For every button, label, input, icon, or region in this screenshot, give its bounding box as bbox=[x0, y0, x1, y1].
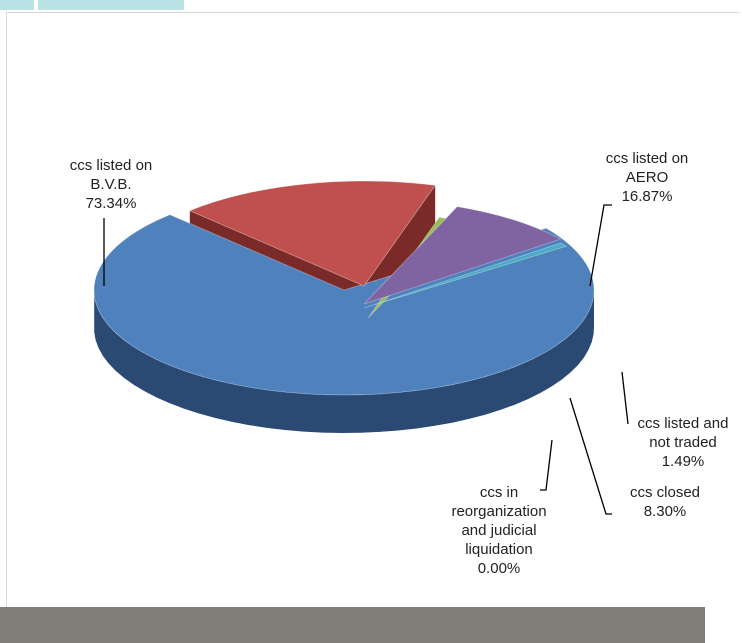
leader-lines bbox=[103, 204, 629, 515]
slice-label-aero: ccs listed on AERO 16.87% bbox=[605, 150, 689, 205]
slice-label-reorganization: ccs in reorganization and judicial liqui… bbox=[451, 484, 547, 577]
chart-frame bbox=[6, 12, 740, 608]
pie-rim-bvb bbox=[94, 288, 594, 433]
slice-label-closed: ccs closed 8.30% bbox=[629, 484, 701, 520]
leader-line-aero bbox=[589, 204, 612, 287]
pie-slice-aero bbox=[188, 180, 436, 287]
pie-chart bbox=[93, 180, 629, 515]
top-decor-strip bbox=[0, 0, 184, 10]
pie-slice-reorganization bbox=[363, 242, 568, 309]
slice-label-not-traded: ccs listed and not traded 1.49% bbox=[637, 415, 729, 470]
pie-tops bbox=[93, 180, 595, 396]
footer-bar bbox=[0, 607, 705, 643]
top-decor-segment bbox=[0, 0, 34, 10]
slice-label-bvb: ccs listed on B.V.B. 73.34% bbox=[69, 157, 153, 212]
leader-line-closed bbox=[569, 397, 612, 515]
top-decor-segment bbox=[38, 0, 184, 10]
pie-slice-closed bbox=[363, 206, 562, 305]
leader-line-reorganization bbox=[540, 439, 553, 491]
leader-line-not-traded bbox=[621, 371, 629, 425]
